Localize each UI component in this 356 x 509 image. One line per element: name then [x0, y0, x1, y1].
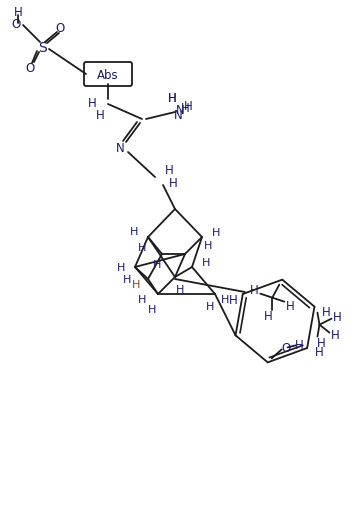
Text: H: H	[176, 285, 184, 294]
Text: H: H	[14, 6, 22, 18]
Text: H: H	[138, 294, 146, 304]
Text: S: S	[38, 41, 46, 55]
Text: H: H	[184, 99, 192, 112]
Text: H: H	[169, 176, 177, 189]
Text: H: H	[317, 336, 326, 350]
Text: H: H	[153, 260, 161, 269]
Text: H: H	[132, 279, 140, 290]
Text: H: H	[117, 263, 125, 272]
Text: O: O	[11, 17, 21, 31]
Text: H: H	[96, 108, 104, 121]
Text: H: H	[229, 293, 237, 306]
Text: O: O	[56, 21, 65, 35]
Text: H: H	[295, 338, 304, 351]
Text: H: H	[180, 101, 189, 115]
Text: H: H	[212, 228, 220, 238]
Text: N: N	[174, 108, 182, 121]
Text: H: H	[206, 301, 214, 312]
Text: H: H	[88, 96, 96, 109]
Text: H: H	[264, 309, 273, 323]
Text: H: H	[286, 300, 295, 313]
Text: H: H	[168, 91, 176, 104]
Text: H: H	[204, 241, 212, 250]
Text: O: O	[25, 62, 35, 74]
Text: H: H	[123, 274, 131, 285]
FancyBboxPatch shape	[84, 63, 132, 87]
Text: H: H	[322, 305, 331, 319]
Text: H: H	[148, 304, 156, 315]
Text: N: N	[176, 103, 184, 116]
Text: H: H	[130, 227, 138, 237]
Text: Abs: Abs	[97, 68, 119, 81]
Text: O: O	[281, 341, 290, 354]
Text: H: H	[250, 284, 259, 297]
Text: H: H	[315, 346, 324, 359]
Text: H: H	[168, 91, 176, 104]
Text: H: H	[138, 242, 146, 252]
Text: N: N	[116, 141, 124, 154]
Text: H: H	[333, 310, 342, 324]
Text: H: H	[221, 294, 229, 304]
Text: H: H	[202, 258, 210, 267]
Text: H: H	[331, 328, 340, 342]
Text: H: H	[164, 163, 173, 176]
